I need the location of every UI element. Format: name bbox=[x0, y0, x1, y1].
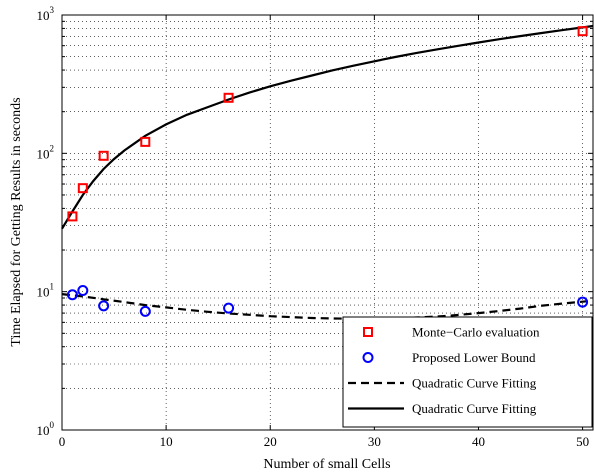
legend-marker-circle bbox=[362, 352, 374, 363]
x-axis-label: Number of small Cells bbox=[263, 457, 390, 472]
y-axis-label: Time Elapsed for Getting Results in seco… bbox=[9, 97, 24, 346]
y-tick-label: 101 bbox=[37, 282, 55, 300]
x-tick-label: 40 bbox=[472, 434, 485, 449]
legend-marker-square bbox=[363, 327, 373, 337]
lower-bound-point bbox=[66, 289, 78, 301]
legend-label: Quadratic Curve Fitting bbox=[412, 376, 537, 391]
legend-label: Quadratic Curve Fitting bbox=[412, 401, 537, 416]
lower-bound-point bbox=[77, 284, 89, 296]
axes: 0 10 20 30 40 50 100 101 102 103 bbox=[37, 5, 593, 449]
x-tick-label: 50 bbox=[576, 434, 589, 449]
monte-carlo-point bbox=[98, 150, 109, 161]
grid bbox=[62, 15, 593, 430]
monte-carlo-point bbox=[67, 211, 78, 222]
data-markers bbox=[66, 26, 589, 317]
lower-bound-point bbox=[577, 296, 589, 308]
lower-bound-point bbox=[139, 305, 151, 317]
plot-frame bbox=[61, 14, 594, 431]
fit-line-solid bbox=[61, 24, 594, 230]
legend-label: Proposed Lower Bound bbox=[412, 350, 536, 365]
fit-line-dashed bbox=[61, 293, 594, 320]
legend-label: Monte−Carlo evaluation bbox=[412, 325, 540, 340]
monte-carlo-point bbox=[223, 92, 234, 103]
fit-lines bbox=[61, 24, 594, 320]
y-tick-label: 103 bbox=[37, 5, 55, 23]
monte-carlo-point bbox=[577, 26, 588, 37]
lower-bound-point bbox=[223, 302, 235, 314]
y-tick-label: 102 bbox=[37, 143, 55, 161]
x-tick-label: 30 bbox=[368, 434, 381, 449]
y-tick-label: 100 bbox=[37, 420, 55, 438]
monte-carlo-point bbox=[140, 136, 151, 147]
monte-carlo-point bbox=[77, 183, 88, 194]
legend-items: Monte−Carlo evaluation Proposed Lower Bou… bbox=[348, 325, 540, 416]
lower-bound-point bbox=[98, 300, 110, 312]
legend: Monte−Carlo evaluation Proposed Lower Bou… bbox=[342, 316, 593, 428]
x-tick-label: 10 bbox=[160, 434, 173, 449]
x-tick-label: 20 bbox=[264, 434, 277, 449]
x-tick-label: 0 bbox=[59, 434, 66, 449]
